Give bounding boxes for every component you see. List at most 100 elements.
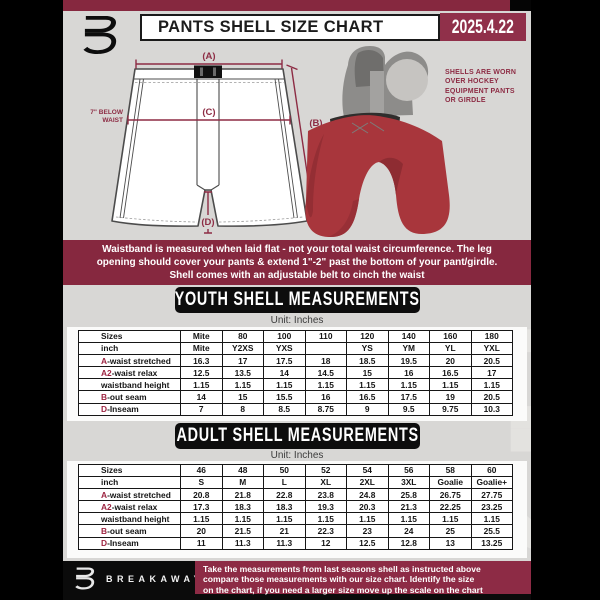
value-cell: 12 <box>304 536 347 550</box>
diagram-label-b: (B) <box>309 118 323 129</box>
center-panel-seams <box>196 79 220 191</box>
value-cell: 20 <box>429 354 472 368</box>
value-cell <box>304 342 347 356</box>
value-cell: 1.15 <box>263 512 306 526</box>
row-label-cell: A-waist stretched <box>78 354 181 368</box>
value-cell: 25.5 <box>470 524 513 538</box>
value-cell: 19 <box>429 390 472 404</box>
value-cell: 11.3 <box>221 536 264 550</box>
row-label-cell: waistband height <box>78 512 181 526</box>
value-cell: 22.25 <box>429 500 472 514</box>
date-badge: 2025.4.22 <box>440 13 526 41</box>
diagram-label-c: (C) <box>202 107 216 118</box>
value-cell: 9.75 <box>429 402 472 416</box>
diagram-label-a: (A) <box>202 51 216 62</box>
value-cell: Mite <box>180 342 223 356</box>
size-chart-page: PANTS SHELL SIZE CHART 2025.4.22 (A) (B) <box>63 0 531 600</box>
value-cell: 23 <box>346 524 389 538</box>
measurement-line-a <box>135 59 283 69</box>
value-cell: 1.15 <box>346 512 389 526</box>
text-line: opening should cover your pants & extend… <box>96 257 498 268</box>
value-cell: 20.5 <box>470 390 513 404</box>
value-cell: 19.5 <box>387 354 430 368</box>
value-cell: 18 <box>304 354 347 368</box>
value-cell: Mite <box>180 329 223 344</box>
value-cell: 12.8 <box>387 536 430 550</box>
value-cell: XL <box>304 476 347 490</box>
adult-section-banner: ADULT SHELL MEASUREMENTS <box>175 423 420 449</box>
value-cell: 20.3 <box>346 500 389 514</box>
text-line: EQUIPMENT PANTS <box>445 87 515 95</box>
value-cell: 1.15 <box>470 378 513 392</box>
row-label-cell: Sizes <box>78 329 181 344</box>
value-cell: 1.15 <box>180 512 223 526</box>
value-cell: 18.3 <box>221 500 264 514</box>
table-row: waistband height 1.15 1.15 1.15 1.15 1.15 1.15… <box>78 512 513 526</box>
date-text: 2025.4.22 <box>451 15 515 38</box>
value-cell: 16.5 <box>346 390 389 404</box>
row-label-cell: inch <box>78 476 181 490</box>
value-cell: 9.5 <box>387 402 430 416</box>
value-cell: 180 <box>470 329 513 344</box>
row-label-cell: D-Inseam <box>78 402 181 416</box>
value-cell: 1.15 <box>429 378 472 392</box>
value-cell: 20 <box>180 524 223 538</box>
value-cell: 8.75 <box>304 402 347 416</box>
value-cell: 27.75 <box>470 488 513 502</box>
value-cell: 1.15 <box>346 378 389 392</box>
value-cell: M <box>221 476 264 490</box>
value-cell: 110 <box>304 329 347 344</box>
row-label-prefix: A2 <box>101 501 112 512</box>
value-cell: 20.5 <box>470 354 513 368</box>
belt-buckle <box>194 65 222 78</box>
youth-section-banner: YOUTH SHELL MEASUREMENTS <box>175 287 420 313</box>
value-cell: 2XL <box>346 476 389 490</box>
brand-lockup: BREAKAWAY <box>75 566 204 591</box>
photo-caption: SHELLS ARE WORN OVER HOCKEY EQUIPMENT PANT… <box>445 68 531 105</box>
value-cell: YXL <box>470 342 513 356</box>
text-line: Take the measurements from last seasons … <box>203 564 481 574</box>
row-label-prefix: D <box>101 537 108 548</box>
value-cell: 15 <box>346 366 389 380</box>
adult-banner-text: ADULT SHELL MEASUREMENTS <box>176 425 419 446</box>
row-label-cell: A-waist stretched <box>78 488 181 502</box>
text-line: compare those measurements with our size… <box>203 574 475 585</box>
table-row: Sizes 46 48 50 52 54 56 58 60 <box>78 463 513 478</box>
row-label-prefix: D <box>101 403 108 414</box>
value-cell: 19.3 <box>304 500 347 514</box>
value-cell: 15.5 <box>263 390 306 404</box>
value-cell: YL <box>429 342 472 356</box>
value-cell: L <box>263 476 306 490</box>
value-cell: 1.15 <box>387 378 430 392</box>
value-cell: 8 <box>221 402 264 416</box>
table-row: inch S M L XL 2XL 3XL Goalie Goalie+ <box>78 476 513 490</box>
row-label-cell: A2-waist relax <box>78 500 181 514</box>
value-cell: 48 <box>221 463 264 478</box>
value-cell: 25.8 <box>387 488 430 502</box>
value-cell: 1.15 <box>263 378 306 392</box>
value-cell: 60 <box>470 463 513 478</box>
value-cell: 23.25 <box>470 500 513 514</box>
value-cell: 26.75 <box>429 488 472 502</box>
value-cell: 17.5 <box>387 390 430 404</box>
side-seams <box>119 78 298 219</box>
value-cell: 1.15 <box>387 512 430 526</box>
measurement-line-d <box>204 191 212 234</box>
value-cell: 20.8 <box>180 488 223 502</box>
value-cell: 80 <box>221 329 264 344</box>
value-cell: 17.3 <box>180 500 223 514</box>
value-cell: 14 <box>180 390 223 404</box>
value-cell: 24 <box>387 524 430 538</box>
text-line: Shell comes with an adjustable belt to c… <box>169 270 425 281</box>
value-cell: 100 <box>263 329 306 344</box>
table-row: B-out seam 20 21.5 21 22.3 23 24 25 25.5 <box>78 524 513 538</box>
value-cell: 58 <box>429 463 472 478</box>
text-line: WAIST <box>102 117 123 124</box>
text-line: Waistband is measured when laid flat - n… <box>102 244 492 255</box>
value-cell: 1.15 <box>429 512 472 526</box>
value-cell: 11.3 <box>263 536 306 550</box>
value-cell: 120 <box>346 329 389 344</box>
youth-measurements-table: Sizes Mite 80 100 110 120 140 160 180 inch Mite Y2X… <box>78 329 513 416</box>
breakaway-b-logo-icon <box>75 566 97 591</box>
